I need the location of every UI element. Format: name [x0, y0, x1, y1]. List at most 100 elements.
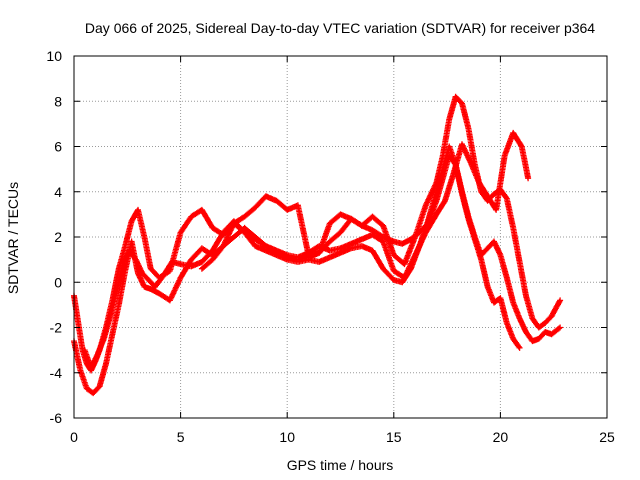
data-point: [410, 238, 412, 241]
data-point: [254, 238, 257, 241]
data-point: [454, 95, 457, 98]
data-point: [171, 261, 173, 263]
data-point: [480, 258, 483, 261]
data-point: [243, 215, 246, 218]
x-tick-label: 10: [279, 429, 295, 445]
data-point: [318, 261, 320, 263]
x-tick-label: 15: [386, 429, 402, 445]
data-point: [448, 154, 451, 157]
data-point: [371, 249, 374, 252]
data-point: [307, 252, 310, 254]
y-tick-label: 8: [54, 93, 62, 109]
data-point: [169, 299, 171, 302]
data-point: [265, 195, 267, 198]
data-point: [92, 392, 94, 394]
data-point: [265, 249, 267, 252]
data-point: [297, 204, 299, 207]
data-point: [201, 267, 203, 270]
data-point: [137, 272, 139, 275]
data-point: [179, 263, 182, 265]
series-3: [198, 152, 523, 351]
data-point: [382, 240, 384, 243]
axis-ticks: 0 5 10 15 20 25 -6 -4 -2 0 2 4 6 8 10: [46, 48, 615, 445]
data-point: [495, 209, 497, 211]
data-point: [442, 154, 444, 157]
data-point: [162, 274, 165, 277]
data-point: [452, 172, 455, 175]
data-point: [393, 240, 395, 243]
x-tick-label: 25: [599, 429, 615, 445]
data-point: [147, 279, 150, 281]
data-point: [559, 299, 561, 302]
y-tick-label: -4: [50, 365, 63, 381]
data-point: [233, 222, 235, 225]
data-point: [79, 369, 82, 372]
data-point: [461, 143, 463, 146]
data-point: [124, 270, 126, 272]
data-point: [361, 245, 363, 247]
data-point: [427, 222, 429, 225]
data-point: [550, 333, 553, 336]
data-point: [493, 240, 495, 243]
data-point: [361, 238, 363, 241]
data-point: [393, 279, 395, 281]
data-point: [499, 254, 502, 256]
data-point: [339, 247, 342, 250]
data-point: [90, 367, 92, 370]
data-point: [350, 242, 352, 245]
data-point: [211, 249, 214, 252]
data-point: [435, 200, 438, 202]
data-point: [339, 231, 342, 234]
data-point: [111, 333, 114, 336]
data-point: [403, 263, 406, 265]
data-point: [505, 322, 508, 324]
y-tick-label: 6: [54, 139, 62, 155]
data-point: [297, 258, 299, 261]
data-point: [461, 102, 463, 105]
data-point: [117, 304, 120, 306]
data-point: [143, 285, 146, 288]
data-point: [382, 224, 384, 227]
data-point: [211, 258, 214, 261]
data-point: [243, 231, 246, 234]
data-point: [103, 338, 105, 340]
data-point: [307, 256, 310, 259]
data-point: [401, 281, 404, 284]
data-point: [550, 315, 553, 317]
chart-title: Day 066 of 2025, Sidereal Day-to-day VTE…: [85, 20, 595, 36]
data-point: [418, 245, 421, 247]
data-point: [469, 161, 472, 164]
data-point: [339, 213, 342, 216]
data-point: [361, 224, 363, 227]
data-point: [211, 227, 214, 229]
data-point: [329, 222, 331, 225]
data-point: [190, 265, 193, 268]
data-point: [124, 245, 126, 247]
data-point: [275, 200, 278, 202]
data-point: [149, 288, 152, 290]
data-point: [559, 326, 561, 329]
data-point: [122, 263, 124, 265]
data-point: [179, 231, 182, 234]
data-point: [512, 338, 514, 340]
x-tick-label: 0: [70, 429, 78, 445]
data-point: [505, 197, 508, 200]
data-point: [201, 209, 203, 211]
data-point: [135, 258, 137, 261]
data-point: [512, 132, 514, 134]
data-point: [444, 200, 446, 202]
data-point: [115, 290, 118, 293]
y-tick-label: 2: [54, 229, 62, 245]
data-point: [418, 231, 421, 234]
data-point: [382, 267, 384, 270]
data-point: [371, 233, 374, 236]
data-point: [393, 254, 395, 256]
data-point: [435, 213, 438, 216]
data-point: [371, 229, 374, 232]
x-tick-label: 20: [493, 429, 509, 445]
data-point: [179, 276, 182, 279]
data-point: [85, 387, 88, 390]
data-point: [222, 231, 225, 234]
data-point: [527, 177, 529, 179]
